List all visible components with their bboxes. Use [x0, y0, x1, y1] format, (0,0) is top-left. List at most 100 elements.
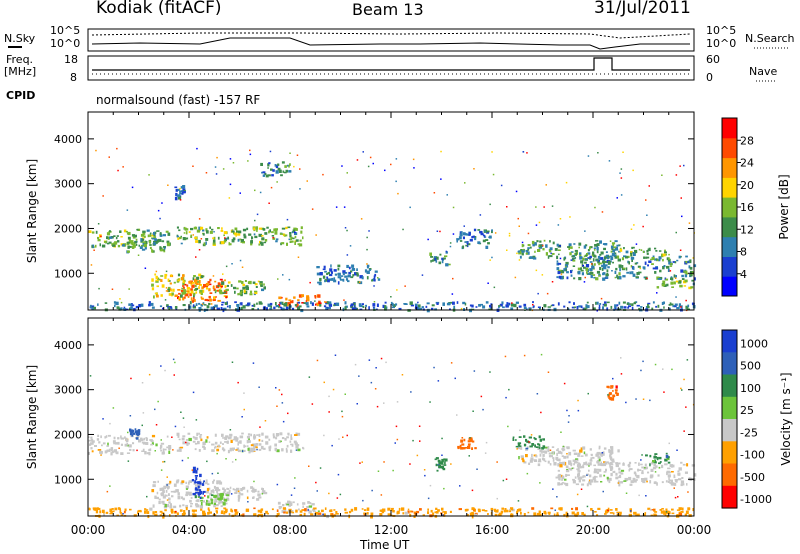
data-cell: [293, 440, 297, 444]
data-cell: [197, 485, 200, 489]
data-cell: [558, 275, 562, 279]
data-cell: [666, 470, 670, 474]
data-cell: [607, 479, 610, 482]
data-cell: [152, 511, 155, 515]
data-cell: [245, 285, 249, 288]
data-cell: [482, 234, 485, 237]
data-speck: [315, 234, 317, 236]
power-colorbar-swatch: [722, 276, 737, 297]
data-cell: [533, 459, 537, 462]
data-cell: [559, 507, 563, 511]
data-cell: [644, 463, 647, 467]
data-cell: [662, 266, 665, 270]
data-cell: [299, 305, 302, 308]
data-cell: [640, 463, 643, 466]
data-cell: [276, 509, 279, 512]
data-cell: [447, 263, 451, 266]
data-speck: [306, 180, 308, 182]
nsky-tick-top: 10^5: [50, 24, 81, 37]
data-cell: [434, 308, 437, 311]
data-cell: [266, 226, 269, 229]
data-cell: [272, 237, 276, 240]
data-cell: [628, 463, 631, 468]
data-cell: [297, 448, 301, 452]
velocity-colorbar-title: Velocity [m s⁻¹]: [779, 372, 793, 465]
data-cell: [662, 253, 666, 257]
data-cell: [618, 512, 621, 515]
data-speck: [396, 289, 398, 291]
data-cell: [350, 508, 354, 512]
data-cell: [337, 267, 340, 271]
data-cell: [648, 247, 651, 252]
data-cell: [522, 459, 525, 463]
data-cell: [595, 468, 599, 471]
data-cell: [243, 444, 245, 448]
power-colorbar-label: 20: [740, 179, 754, 192]
data-cell: [180, 294, 183, 298]
data-cell: [253, 303, 256, 308]
data-cell: [99, 243, 101, 247]
data-cell: [669, 302, 672, 305]
data-cell: [125, 308, 129, 311]
data-cell: [452, 301, 455, 305]
data-cell: [485, 245, 489, 249]
data-cell: [352, 302, 356, 306]
data-cell: [491, 229, 493, 232]
data-cell: [617, 255, 620, 259]
data-cell: [164, 503, 167, 508]
data-cell: [628, 468, 631, 472]
data-cell: [275, 164, 279, 169]
data-cell: [226, 498, 230, 501]
data-cell: [296, 503, 299, 506]
data-cell: [549, 455, 553, 458]
data-cell: [641, 470, 644, 472]
data-speck: [334, 354, 337, 356]
data-cell: [552, 241, 555, 245]
data-cell: [539, 513, 542, 516]
data-cell: [144, 510, 147, 514]
data-cell: [134, 437, 137, 440]
data-cell: [611, 253, 615, 257]
data-cell: [371, 279, 374, 282]
data-cell: [438, 261, 442, 265]
data-cell: [580, 447, 583, 451]
data-cell: [543, 458, 546, 462]
data-cell: [291, 237, 295, 240]
data-cell: [674, 305, 677, 308]
data-cell: [671, 277, 674, 281]
data-cell: [464, 241, 468, 243]
data-cell: [220, 496, 223, 500]
data-cell: [670, 276, 673, 278]
data-cell: [316, 512, 319, 515]
data-cell: [186, 442, 189, 446]
data-cell: [432, 512, 435, 516]
data-cell: [427, 511, 430, 515]
data-speck: [343, 299, 345, 301]
data-cell: [425, 305, 428, 308]
data-cell: [538, 443, 541, 447]
data-cell: [277, 501, 281, 505]
data-cell: [333, 304, 336, 307]
data-speck: [191, 469, 194, 471]
data-speck: [656, 292, 658, 294]
data-cell: [161, 512, 165, 514]
data-cell: [611, 460, 615, 463]
data-cell: [164, 509, 167, 512]
data-cell: [113, 442, 116, 445]
data-cell: [665, 452, 668, 455]
data-cell: [199, 289, 203, 293]
data-cell: [643, 256, 646, 259]
data-speck: [373, 307, 376, 309]
data-cell: [514, 439, 517, 441]
data-cell: [177, 273, 181, 277]
data-cell: [226, 284, 229, 287]
data-cell: [203, 242, 206, 246]
data-cell: [194, 509, 197, 512]
data-cell: [598, 307, 601, 310]
data-cell: [224, 502, 228, 505]
data-cell: [566, 276, 569, 280]
data-cell: [251, 308, 255, 310]
data-cell: [214, 289, 217, 292]
data-cell: [329, 268, 333, 272]
data-cell: [226, 440, 229, 444]
